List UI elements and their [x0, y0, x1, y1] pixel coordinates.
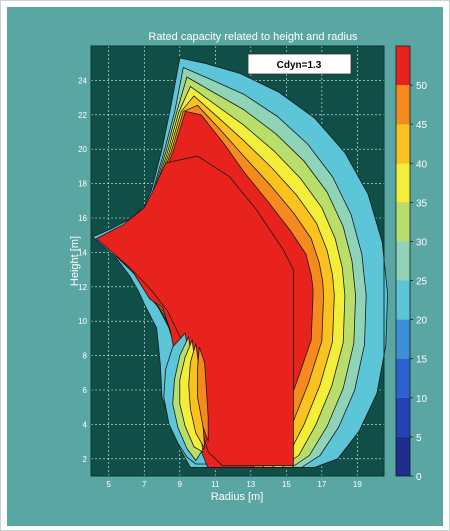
colorbar-band-30-35 [396, 202, 410, 242]
y-tick-label: 14 [78, 248, 87, 257]
figure-canvas: Rated capacity related to height and rad… [7, 7, 443, 526]
chart-title: Rated capacity related to height and rad… [148, 31, 358, 43]
colorbar-band-0-5 [396, 436, 410, 476]
y-tick-label: 16 [78, 214, 87, 223]
y-tick-label: 8 [83, 352, 88, 361]
colorbar-tick-label: 5 [416, 433, 422, 444]
colorbar-tick-label: 50 [416, 81, 428, 92]
x-axis-label: Radius [m] [211, 491, 264, 503]
x-tick-label: 7 [142, 480, 147, 489]
x-tick-label: 15 [282, 480, 291, 489]
contour-chart: Rated capacity related to height and rad… [69, 31, 428, 503]
y-tick-label: 6 [83, 386, 88, 395]
annotation-box [247, 53, 352, 75]
x-tick-label: 17 [317, 480, 326, 489]
x-tick-label: 5 [107, 480, 112, 489]
x-tick-label: 19 [353, 480, 362, 489]
y-tick-label: 22 [78, 111, 87, 120]
colorbar-band-50-55 [396, 46, 410, 86]
colorbar-tick-label: 15 [416, 355, 428, 366]
colorbar [395, 45, 411, 477]
y-axis-label: Height [m] [69, 236, 81, 286]
x-tick-label: 11 [211, 480, 220, 489]
colorbar-border [395, 45, 411, 477]
colorbar-tick-label: 0 [416, 472, 422, 483]
colorbar-ticks: 0 5 10 15 20 25 30 35 40 45 50 [410, 81, 428, 483]
y-tick-label: 12 [78, 283, 87, 292]
x-axis-ticks: 5 7 9 11 13 15 17 19 [107, 480, 363, 489]
colorbar-band-35-40 [396, 163, 410, 203]
y-tick-label: 24 [78, 76, 87, 85]
colorbar-band-5-10 [396, 397, 410, 437]
colorbar-band-45-50 [396, 85, 410, 125]
colorbar-tick-label: 40 [416, 159, 428, 170]
x-tick-label: 9 [178, 480, 183, 489]
contour-bands [92, 57, 389, 468]
colorbar-band-20-25 [396, 280, 410, 320]
y-tick-label: 20 [78, 145, 87, 154]
colorbar-tick-label: 45 [416, 120, 428, 131]
x-tick-label: 13 [246, 480, 255, 489]
colorbar-tick-label: 30 [416, 237, 428, 248]
colorbar-band-10-15 [396, 358, 410, 398]
y-tick-label: 18 [78, 180, 87, 189]
contour-tongue-45-50 [197, 346, 209, 442]
colorbar-band-40-45 [396, 124, 410, 164]
colorbar-tick-label: 25 [416, 277, 428, 288]
colorbar-band-25-30 [396, 241, 410, 281]
y-tick-label: 2 [83, 455, 88, 464]
y-tick-label: 10 [78, 317, 87, 326]
colorbar-tick-label: 35 [416, 198, 428, 209]
colorbar-tick-label: 10 [416, 394, 428, 405]
colorbar-band-15-20 [396, 319, 410, 359]
annotation-label: Cdyn=1.3 [277, 60, 322, 71]
y-tick-label: 4 [83, 420, 88, 429]
plot-border [90, 45, 385, 477]
colorbar-tick-label: 20 [416, 316, 428, 327]
